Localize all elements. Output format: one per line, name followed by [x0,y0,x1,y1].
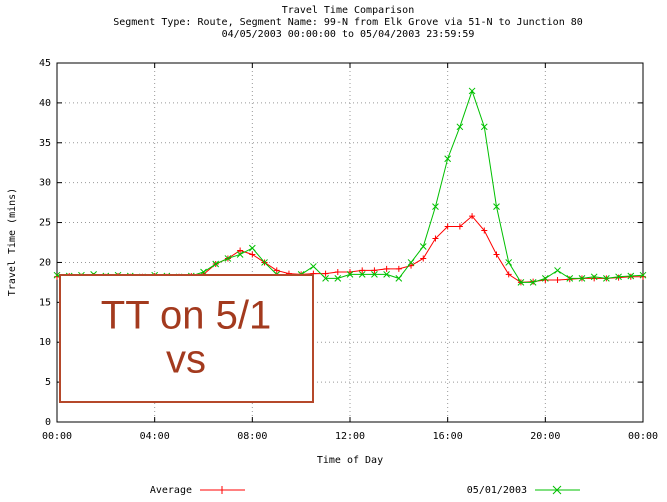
data-point [639,271,647,279]
data-point [334,269,341,276]
data-point [469,213,476,220]
data-point [456,123,464,131]
y-tick-label: 20 [39,257,51,268]
data-point [237,247,244,254]
data-point [493,251,500,258]
data-point [566,276,573,283]
y-tick-label: 45 [39,58,51,69]
data-point [627,272,635,280]
data-point [554,267,561,274]
data-point [359,267,366,274]
data-point [578,275,586,282]
data-point [566,275,574,282]
x-tick-label: 16:00 [433,431,463,442]
data-point [529,279,537,286]
data-point [432,203,439,210]
data-point [481,227,488,234]
data-point [371,271,378,278]
x-tick-label: 00:00 [42,431,72,442]
y-tick-label: 0 [45,417,51,428]
x-axis-label: Time of Day [317,455,383,466]
data-point [358,271,366,278]
data-point [212,260,220,268]
y-tick-label: 25 [39,218,51,229]
data-point [236,251,244,258]
y-tick-label: 30 [39,178,51,189]
data-point [444,223,451,230]
y-tick-label: 10 [39,337,51,348]
data-point [249,251,256,258]
data-point [261,259,268,266]
data-point [273,267,280,274]
data-point [468,87,476,95]
chart-title: Travel Time Comparison [282,5,414,16]
data-point [505,259,513,266]
x-tick-label: 00:00 [628,431,658,442]
y-axis-label: Travel Time (mins) [7,188,18,296]
data-point [420,255,427,262]
x-tick-label: 04:00 [140,431,170,442]
data-point [395,265,402,272]
data-point [554,276,561,283]
data-point [517,279,525,286]
data-point [505,271,512,278]
data-point [310,263,317,270]
data-point [322,270,329,277]
data-point [224,255,232,262]
x-tick-label: 20:00 [530,431,560,442]
data-point [322,275,329,282]
y-tick-label: 5 [45,377,51,388]
legend-label: Average [150,485,192,496]
y-tick-label: 40 [39,98,51,109]
x-tick-label: 12:00 [335,431,365,442]
data-point [456,223,463,230]
annotation-text: TT on 5/1 [101,294,271,338]
data-point [346,271,354,278]
data-point [615,274,622,281]
data-point [590,273,598,281]
annotation-box [59,274,314,403]
data-point [383,271,390,278]
data-point [432,235,439,242]
data-point [627,273,634,280]
data-point [419,243,427,250]
y-tick-label: 35 [39,138,51,149]
plot-frame [56,62,644,423]
data-point [248,244,256,252]
legend-marker [218,486,226,494]
data-point [334,275,342,282]
data-point [371,267,378,274]
data-point [541,275,549,282]
legend-label: 05/01/2003 [467,485,527,496]
chart-subtitle: Segment Type: Route, Segment Name: 99-N … [113,17,583,28]
chart-subtitle: 04/05/2003 00:00:00 to 05/04/2003 23:59:… [222,29,475,40]
annotation-text: vs [166,338,206,382]
data-point [480,123,488,131]
data-point [493,203,500,210]
x-tick-label: 08:00 [237,431,267,442]
data-point [407,259,415,266]
data-point [603,275,610,282]
y-tick-label: 15 [39,297,51,308]
data-point [444,155,452,163]
data-point [395,275,403,282]
data-point [615,273,622,281]
data-point [383,265,390,272]
legend-marker [552,485,562,495]
